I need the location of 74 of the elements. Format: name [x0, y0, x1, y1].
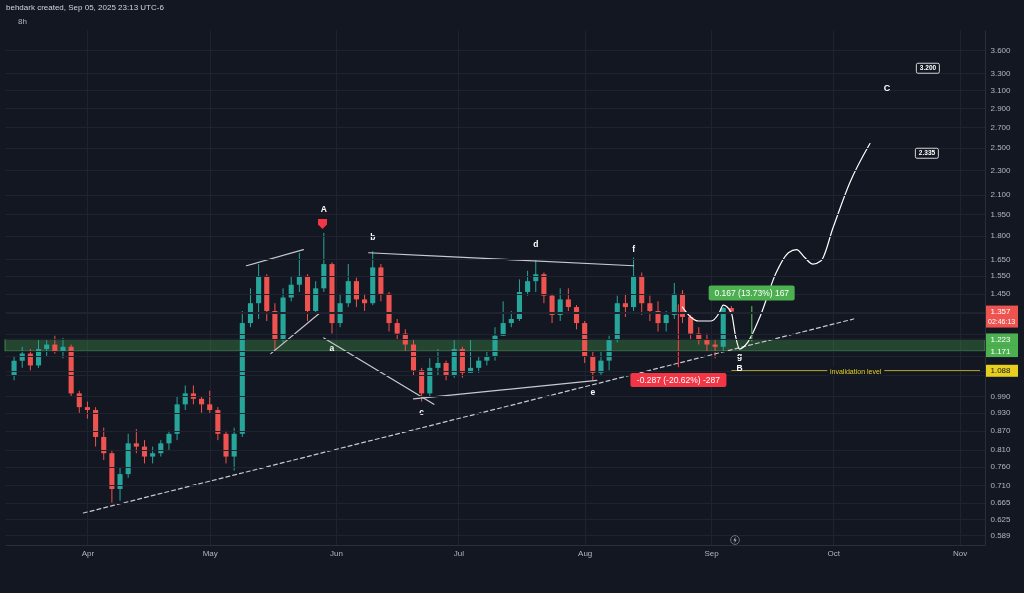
y-tick-label: 0.625 [990, 514, 1012, 524]
candlestick [231, 427, 237, 471]
y-tick-label: 1.650 [990, 254, 1012, 264]
candlestick [541, 272, 547, 304]
y-tick-label: 1.223 [990, 334, 1012, 344]
y-tick-label: 2.500 [990, 143, 1012, 153]
y-tick-label: 1.550 [990, 271, 1012, 281]
candlestick [435, 348, 441, 376]
candlestick [345, 263, 351, 308]
y-tick-label: 2.900 [990, 103, 1012, 113]
candlestick [712, 339, 718, 359]
series-label: 0.167 (13.73%) 167 [708, 285, 796, 301]
candlestick [655, 300, 661, 332]
text: behdark created, Sep 05, 2025 23:13 UTC-6 [6, 3, 164, 12]
candlestick [647, 295, 653, 322]
x-tick-label: Nov [953, 548, 968, 558]
y-tick-label: 2.300 [990, 165, 1012, 175]
candlestick [565, 287, 571, 312]
x-tick-label: Jul [453, 548, 465, 558]
annotation: a [329, 342, 335, 353]
annotation: d [533, 239, 539, 250]
y-tick-label: 0.665 [990, 498, 1012, 508]
y-tick-label: 1.950 [990, 209, 1012, 219]
y-tick-label: 2.700 [990, 122, 1012, 132]
x-tick-label: Oct [827, 548, 841, 558]
series-label: -0.287 (-20.62%) -287 [630, 372, 726, 388]
line-series [681, 142, 871, 350]
y-tick-label: 0.930 [990, 408, 1012, 418]
x-tick-label: May [202, 548, 218, 558]
annotation: f [632, 243, 636, 254]
x-tick-label: Apr [81, 548, 95, 558]
y-tick-label: 3.600 [990, 45, 1012, 55]
candlestick [606, 335, 612, 371]
y-tick-label: 0.870 [990, 426, 1012, 436]
y-tick-label: 0.710 [990, 480, 1012, 490]
chart-title: 8h [18, 17, 27, 26]
y-tick-label: 1.357 [990, 307, 1012, 317]
candlestick [117, 466, 123, 502]
x-tick-label: Sep [704, 548, 720, 558]
candlestick [288, 275, 294, 302]
candlestick [313, 280, 319, 314]
x-tick-label: Aug [578, 548, 593, 558]
candlestick [688, 314, 694, 341]
annotation: A [320, 203, 327, 214]
candlestick [622, 293, 628, 318]
y-tick-label: 0.990 [990, 391, 1012, 401]
annotation: C [883, 82, 891, 93]
annotation: e [590, 387, 596, 398]
y-tick-label: 2.100 [990, 190, 1012, 200]
candlestick [394, 318, 400, 341]
y-tick-label: 0.760 [990, 462, 1012, 472]
y-tick-label: 0.810 [990, 445, 1012, 455]
candlestick [133, 428, 139, 454]
y-tick-label: 3.100 [990, 85, 1012, 95]
candlestick [60, 337, 66, 359]
candlestick [663, 310, 669, 332]
y-tick-label: 0.589 [990, 530, 1012, 540]
candlestick [101, 427, 107, 461]
candlestick [166, 430, 172, 451]
candlestick [207, 390, 213, 414]
y-tick-label: 1.450 [990, 289, 1012, 299]
candlestick [500, 300, 506, 337]
x-tick-label: Jun [330, 548, 343, 558]
candlestick [492, 326, 498, 362]
candlestick [598, 350, 604, 376]
annotation: B [736, 363, 743, 374]
candlestick [525, 270, 531, 297]
candlestick [223, 430, 229, 464]
y-tick-label: 3.300 [990, 68, 1012, 78]
y-tick-label: 1.800 [990, 231, 1012, 241]
y-tick-label: 1.088 [990, 366, 1012, 376]
y-tick-label: 1.171 [990, 346, 1012, 356]
candlestick [704, 333, 710, 352]
candlestick [353, 277, 359, 308]
